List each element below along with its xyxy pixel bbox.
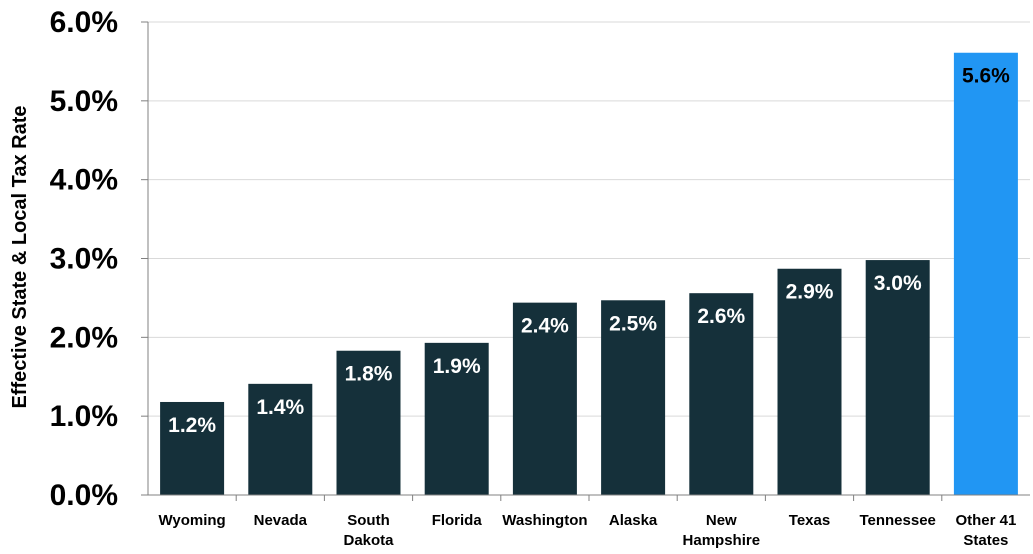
y-axis-title: Effective State & Local Tax Rate [9,105,31,408]
x-category-labels: Wyoming Nevada South Dakota Florida Washingto… [158,512,1016,549]
bar-value-label: 1.8% [345,363,393,386]
y-tick-label: 4.0% [50,164,118,197]
bar [954,53,1018,495]
y-tick-labels: 0.0% 1.0% 2.0% 3.0% 4.0% 5.0% 6.0% [50,6,148,512]
bars: 1.2% 1.4% 1.8% 1.9% 2.4% 2.5% 2.6% 2.9% 3.0% 5.6% [160,53,1018,495]
x-category-label: South [347,512,390,529]
x-category-label: Alaska [609,512,658,529]
y-tick-label: 5.0% [50,85,118,118]
y-tick-label: 3.0% [50,243,118,276]
x-category-label: Florida [432,512,483,529]
x-category-label: Nevada [254,512,308,529]
x-category-label: Washington [502,512,587,529]
x-category-label: Texas [789,512,830,529]
x-category-label: Hampshire [683,532,761,549]
bar-value-label: 2.6% [697,305,745,328]
y-tick-label: 6.0% [50,6,118,39]
bar-value-label: 1.9% [433,355,481,378]
y-tick-label: 1.0% [50,400,118,433]
x-category-label: New [706,512,737,529]
y-tick-label: 2.0% [50,321,118,354]
x-category-label: Wyoming [158,512,225,529]
bar-value-label: 3.0% [874,272,922,295]
x-category-label: Dakota [343,532,394,549]
x-category-label: Tennessee [859,512,935,529]
bar [866,260,930,495]
bar-value-label: 1.4% [256,396,304,419]
x-category-label: Other 41 [955,512,1016,529]
y-tick-label: 0.0% [50,479,118,512]
bar-value-label: 2.9% [786,281,834,304]
x-category-label: States [963,532,1008,549]
bar-value-label: 2.5% [609,312,657,335]
bar-value-label: 5.6% [962,65,1010,88]
bar-value-label: 1.2% [168,414,216,437]
bar-value-label: 2.4% [521,315,569,338]
